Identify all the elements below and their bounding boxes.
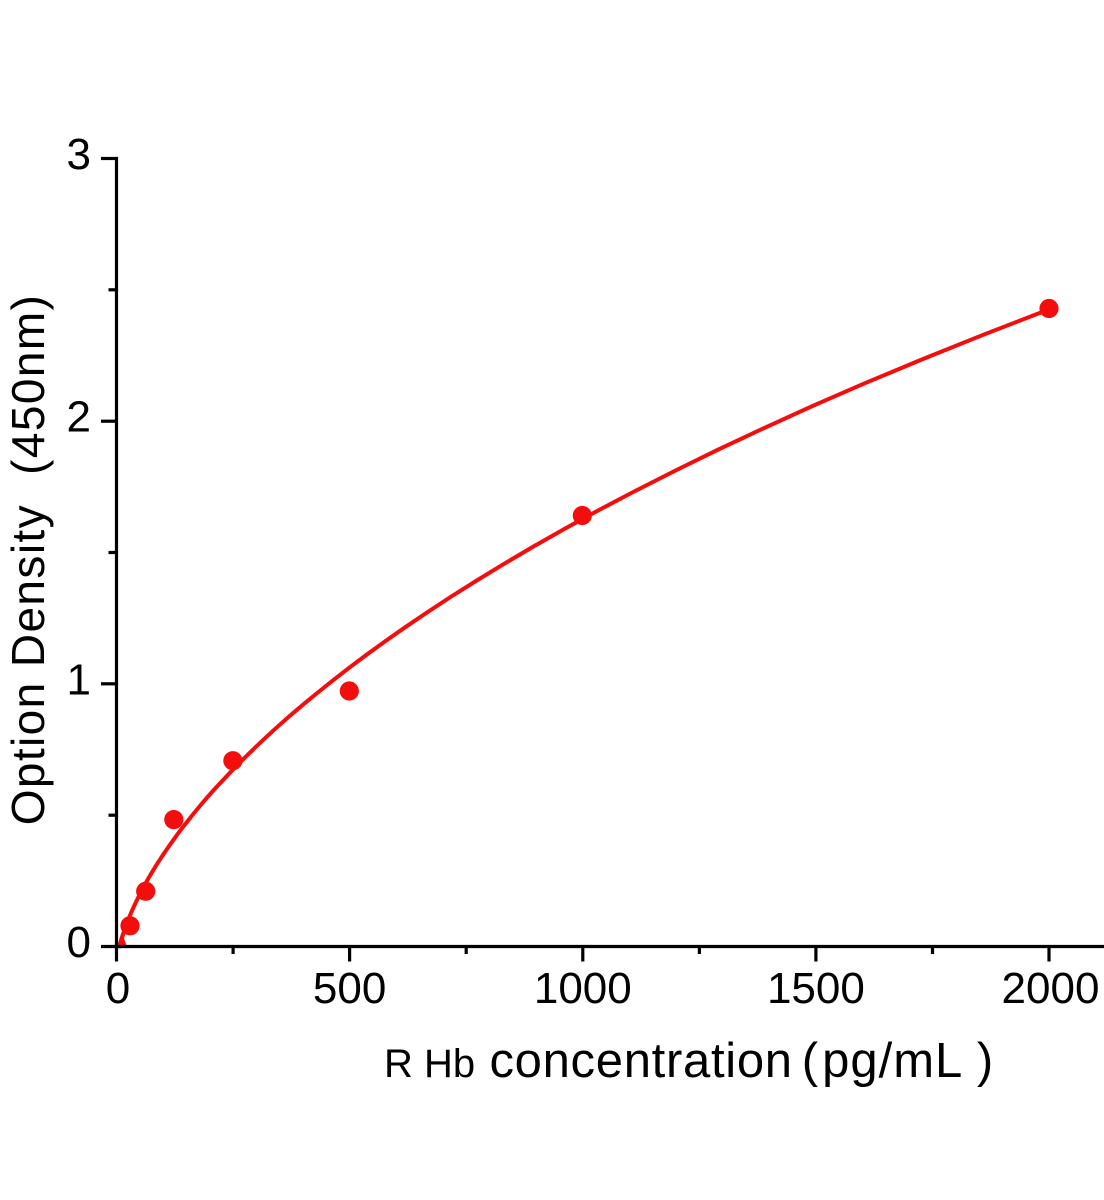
svg-text:500: 500 (313, 964, 386, 1013)
svg-text:2: 2 (67, 393, 91, 442)
svg-text:R Hb concentration(pg/mL ): R Hb concentration (pg/mL ) (384, 1034, 993, 1088)
svg-text:3: 3 (67, 130, 91, 179)
svg-text:1: 1 (67, 655, 91, 704)
svg-text:Option Density (450nm): Option Density (450nm) (2, 294, 54, 826)
svg-text:2000: 2000 (1002, 964, 1100, 1013)
svg-text:1500: 1500 (767, 964, 865, 1013)
svg-text:0: 0 (67, 918, 91, 967)
svg-text:0: 0 (106, 964, 130, 1013)
svg-text:1000: 1000 (534, 964, 632, 1013)
